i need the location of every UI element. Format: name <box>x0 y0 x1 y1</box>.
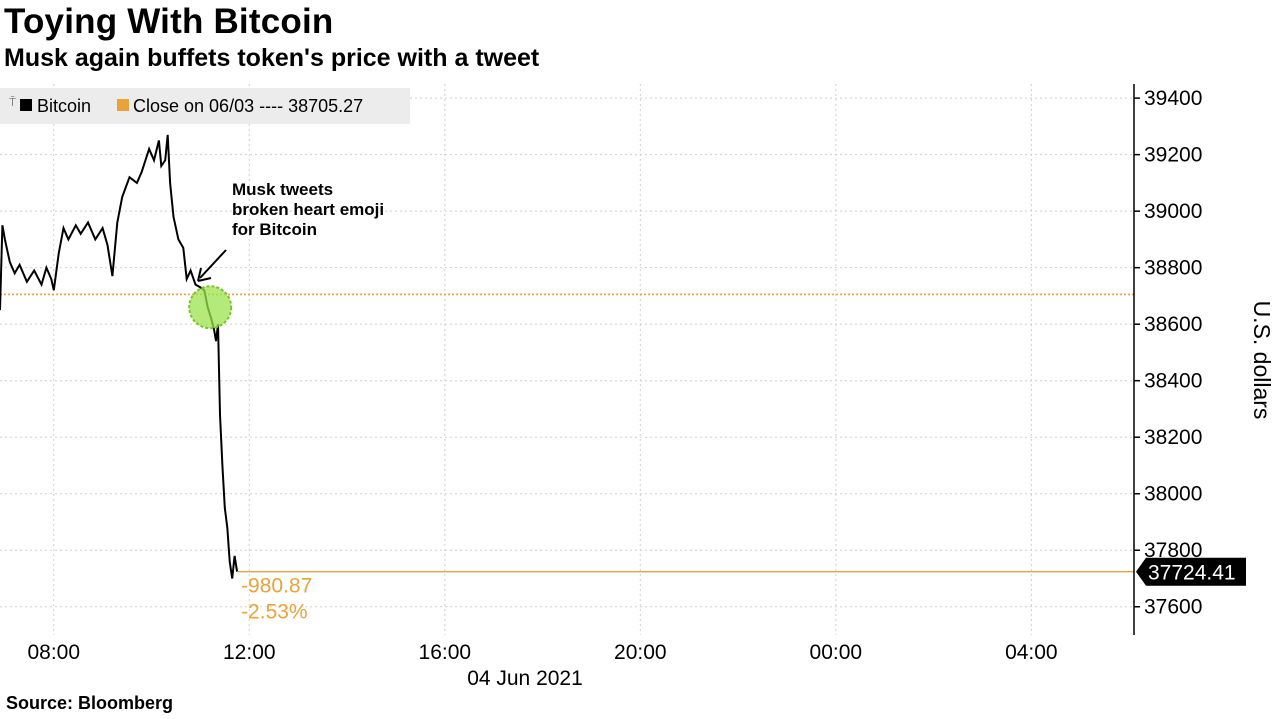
grid-lines <box>0 84 1134 635</box>
last-value-label: 37724.41 <box>1148 562 1236 585</box>
annotation-text-line: broken heart emoji <box>232 200 384 219</box>
annotation-arrow-shaft <box>199 249 227 279</box>
axes: 37600 37800 38000 38200 38400 38600 38800 39000… <box>27 84 1246 664</box>
date-label: 04 Jun 2021 <box>467 667 583 690</box>
legend-background <box>0 88 410 124</box>
y-tick-label: 38200 <box>1144 426 1202 449</box>
chart-marks <box>0 134 1134 579</box>
y-tick-label: 39200 <box>1144 144 1202 167</box>
y-axis-label: U.S. dollars <box>1249 301 1275 420</box>
annotation-arrow-head <box>197 267 212 282</box>
y-tick-label: 37800 <box>1144 539 1202 562</box>
y-tick-label: 38800 <box>1144 257 1202 280</box>
change-percent-label: -2.53% <box>241 601 308 624</box>
legend-toggle-icon[interactable]: ⍑ <box>9 95 17 109</box>
x-tick-label: 12:00 <box>223 641 276 664</box>
x-tick-label: 04:00 <box>1005 641 1058 664</box>
source-note: Source: Bloomberg <box>6 693 174 713</box>
x-tick-label: 20:00 <box>614 641 667 664</box>
y-tick-label: 38000 <box>1144 483 1202 506</box>
chart-title: Toying With Bitcoin <box>4 2 334 41</box>
legend-swatch-bitcoin <box>20 99 32 111</box>
last-value-tag <box>1136 557 1246 586</box>
legend: ⍑ Bitcoin Close on 06/03 ---- 38705.27 <box>0 88 410 124</box>
annotation-text-line: Musk tweets <box>232 180 333 199</box>
bitcoin-price-line <box>0 134 239 579</box>
y-tick-label: 39400 <box>1144 87 1202 110</box>
x-tick-label: 08:00 <box>27 641 80 664</box>
legend-swatch-close <box>117 99 129 111</box>
x-tick-label: 00:00 <box>810 641 863 664</box>
x-tick-label: 16:00 <box>419 641 472 664</box>
legend-label-close: Close on 06/03 ---- 38705.27 <box>133 96 363 116</box>
chart-subtitle: Musk again buffets token's price with a … <box>4 44 540 72</box>
y-tick-label: 38400 <box>1144 370 1202 393</box>
legend-label-bitcoin: Bitcoin <box>37 96 91 116</box>
tweet-highlight-circle <box>188 285 233 330</box>
change-absolute-label: -980.87 <box>241 575 312 598</box>
y-tick-label: 39000 <box>1144 200 1202 223</box>
y-tick-label: 37600 <box>1144 596 1202 619</box>
y-tick-label: 38600 <box>1144 313 1202 336</box>
annotation-text-line: for Bitcoin <box>232 220 317 239</box>
